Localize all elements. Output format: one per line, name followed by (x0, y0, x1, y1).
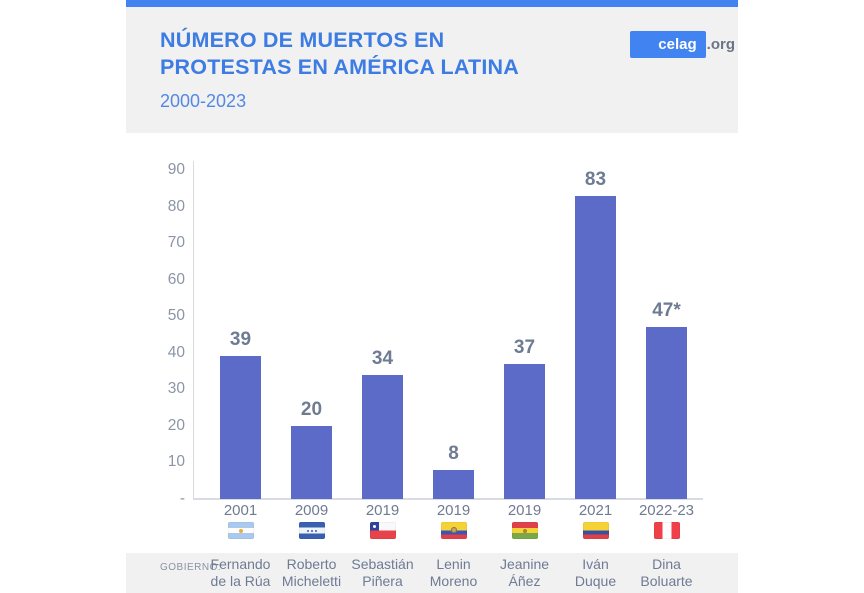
y-axis-line (193, 161, 194, 499)
government-first-name: Lenin (436, 556, 471, 572)
bar-value-label: 34 (371, 348, 394, 369)
government-first-name: Fernando (210, 556, 271, 572)
government-name: Iván Duque (560, 556, 631, 590)
government-names: Fernando de la Rúa Roberto Micheletti Se… (205, 556, 702, 590)
y-axis-tick-label: 90 (167, 161, 185, 178)
brand-domain-suffix: .org (706, 36, 735, 53)
bar (220, 356, 261, 499)
year-label: 2009 (294, 502, 329, 519)
y-axis-tick-label: 60 (167, 270, 185, 288)
brand-badge: celag .org (630, 31, 735, 58)
bar (504, 364, 545, 499)
bar-value-label: 47* (652, 300, 681, 321)
chart-column: 20 2009 (276, 0, 347, 553)
chart-subtitle: 2000-2023 (160, 91, 247, 111)
y-axis-tick-label: 20 (167, 416, 185, 434)
government-name: Sebastián Piñera (347, 556, 418, 590)
chart-columns: 39 2001 20 2009 34 2019 8 2019 37 2019 8… (205, 0, 702, 553)
y-axis-tick-label: 50 (167, 307, 185, 325)
bar-chart: 90 80 70 60 50 40 30 20 10 - 39 2001 20 2009 34 2… (126, 0, 738, 553)
bar (291, 426, 332, 499)
bolivia-flag-icon (511, 522, 538, 539)
infographic-page: { "header": { "title_line1": "NÚMERO DE … (126, 0, 738, 593)
government-name: Lenin Moreno (418, 556, 489, 590)
argentina-flag-icon (227, 522, 254, 539)
government-name: Roberto Micheletti (276, 556, 347, 590)
year-label: 2021 (578, 502, 613, 519)
bar-value-label: 39 (229, 329, 252, 350)
chart-column: 37 2019 (489, 0, 560, 553)
year-label: 2019 (436, 502, 471, 519)
bar-value-label: 8 (448, 443, 459, 464)
chile-flag-icon (369, 522, 396, 539)
ecuador-flag-icon (440, 522, 467, 539)
year-label: 2019 (507, 502, 542, 519)
peru-flag-icon (653, 522, 680, 539)
infographic-content: NÚMERO DE MUERTOS EN PROTESTAS EN AMÉRIC… (126, 0, 738, 593)
y-axis-tick-label: 80 (167, 197, 185, 215)
government-name: Dina Boluarte (631, 556, 702, 590)
bar-value-label: 37 (513, 337, 536, 358)
government-first-name: Sebastián (351, 556, 414, 572)
chart-column: 47* 2022-23 (631, 0, 702, 553)
chart-title-line2: PROTESTAS EN AMÉRICA LATINA (160, 55, 519, 79)
y-axis-tick-label: 70 (167, 234, 185, 252)
y-axis-tick-label: - (179, 490, 185, 507)
chart-column: 39 2001 (205, 0, 276, 553)
year-label: 2019 (365, 502, 400, 519)
government-name: Jeanine Áñez (489, 556, 560, 590)
government-first-name: Iván (582, 556, 609, 572)
chart-column: 83 2021 (560, 0, 631, 553)
y-axis-tick-label: 10 (167, 453, 185, 471)
gobierno-label: GOBIERNO: (160, 562, 222, 573)
honduras-flag-icon (298, 522, 325, 539)
government-strip: GOBIERNO: Fernando de la Rúa Roberto Mic… (126, 553, 738, 593)
bar (433, 470, 474, 499)
bar (646, 327, 687, 499)
brand-logo: celag (630, 31, 706, 58)
bar-value-label: 83 (584, 169, 607, 190)
year-label: 2001 (223, 502, 258, 519)
y-axis-tick-label: 30 (167, 380, 185, 398)
chart-title: NÚMERO DE MUERTOS EN PROTESTAS EN AMÉRIC… (160, 27, 519, 81)
bar (362, 375, 403, 499)
government-name: Fernando de la Rúa (205, 556, 276, 590)
top-accent-bar (126, 0, 738, 7)
y-axis-tick-label: 40 (167, 343, 185, 361)
government-first-name: Roberto (286, 556, 337, 572)
bar (575, 196, 616, 499)
government-first-name: Dina (652, 556, 681, 572)
colombia-flag-icon (582, 522, 609, 539)
year-label: 2022-23 (638, 502, 695, 519)
bar-value-label: 20 (300, 399, 323, 420)
chart-column: 34 2019 (347, 0, 418, 553)
government-first-name: Jeanine (499, 556, 550, 572)
chart-title-line1: NÚMERO DE MUERTOS EN (160, 28, 445, 52)
header-panel: NÚMERO DE MUERTOS EN PROTESTAS EN AMÉRIC… (126, 7, 738, 133)
chart-column: 8 2019 (418, 0, 489, 553)
